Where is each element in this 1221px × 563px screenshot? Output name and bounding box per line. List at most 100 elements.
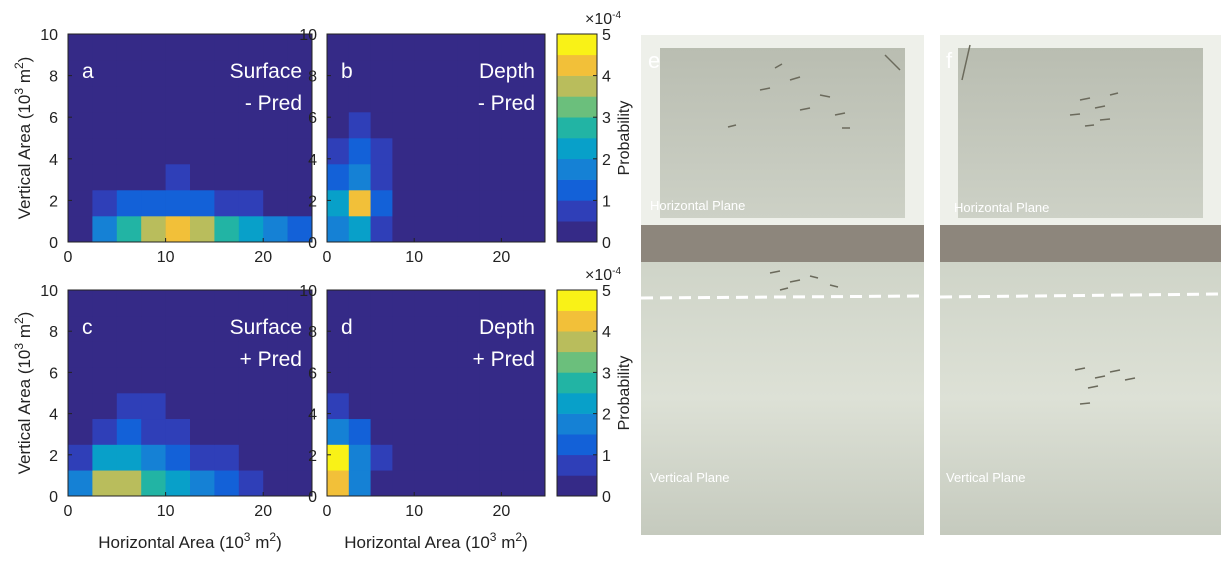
heat-cell <box>68 367 93 394</box>
heat-cell <box>523 418 546 445</box>
heat-cell <box>238 315 264 342</box>
y-tick-label: 10 <box>299 283 317 300</box>
heat-cell <box>414 112 437 139</box>
photo-edge <box>641 225 924 267</box>
heat-cell <box>414 60 437 87</box>
heat-cell <box>392 341 415 368</box>
y-tick-label: 0 <box>308 235 317 252</box>
heat-cell <box>523 138 546 165</box>
heat-cell <box>392 164 415 191</box>
heat-cell <box>392 216 415 243</box>
colorbar-swatch <box>557 54 597 76</box>
colorbar-exponent-power: -4 <box>612 266 621 277</box>
heat-cell <box>287 315 313 342</box>
heat-cell <box>327 341 350 368</box>
heat-cell <box>457 418 480 445</box>
heat-cell <box>92 315 118 342</box>
heat-cell <box>348 367 371 394</box>
x-tick-label: 10 <box>405 249 423 266</box>
x-tick-label: 20 <box>254 249 272 266</box>
heat-cell <box>392 34 415 61</box>
heat-cell <box>190 470 215 497</box>
heat-cell <box>501 112 524 139</box>
heat-cell <box>436 164 459 191</box>
heat-cell <box>523 367 546 394</box>
heat-cell <box>287 34 313 61</box>
heat-cell <box>457 470 480 497</box>
heat-cell <box>263 393 288 420</box>
heat-cell <box>523 34 546 61</box>
heat-cell <box>165 86 191 113</box>
y-tick-label: 8 <box>49 69 58 86</box>
heat-cell <box>523 164 546 191</box>
heat-cell <box>392 470 415 497</box>
photo-wall <box>940 262 1221 535</box>
photo-caption: Horizontal Plane <box>650 198 745 213</box>
heat-cell <box>370 60 393 87</box>
x-axis-label-part: 2 <box>515 530 522 544</box>
heat-cell <box>263 190 288 217</box>
panel-letter: c <box>82 316 93 339</box>
heat-cell <box>414 290 437 317</box>
heat-cell <box>327 418 350 445</box>
colorbar-swatch <box>557 454 597 476</box>
heat-cell <box>238 290 264 317</box>
colorbar-swatch <box>557 351 597 373</box>
heat-cell <box>190 341 215 368</box>
y-axis-label-part: Vertical Area (10 <box>15 95 34 220</box>
heat-cell <box>479 216 502 243</box>
colorbar-label: Probability <box>616 356 633 431</box>
heat-cell <box>165 341 191 368</box>
colorbar-tick-label: 4 <box>602 324 611 341</box>
colorbar-tick-label: 1 <box>602 193 611 210</box>
heat-cell <box>327 444 350 471</box>
heat-cell <box>238 60 264 87</box>
y-tick-label: 6 <box>308 365 317 382</box>
heat-cell <box>327 290 350 317</box>
y-tick-label: 10 <box>40 283 58 300</box>
photo-label: e <box>648 48 660 73</box>
heat-cell <box>238 393 264 420</box>
heat-cell <box>116 86 142 113</box>
heat-cell <box>141 418 166 445</box>
heat-cell <box>263 216 288 243</box>
heat-cell <box>165 190 191 217</box>
heat-cell <box>436 444 459 471</box>
heat-cell <box>190 138 215 165</box>
x-axis-label-part: m <box>496 533 515 552</box>
heat-cell <box>327 315 350 342</box>
colorbar-tick-label: 1 <box>602 448 611 465</box>
heat-cell <box>92 86 118 113</box>
colorbar-exponent: ×10-4 <box>585 10 621 28</box>
heat-cell <box>214 341 240 368</box>
heat-cell <box>287 367 313 394</box>
heat-cell <box>214 290 240 317</box>
heat-cell <box>165 164 191 191</box>
heat-cell <box>523 190 546 217</box>
heat-cell <box>165 418 191 445</box>
heat-cell <box>287 290 313 317</box>
colorbar-swatch <box>557 158 597 180</box>
heat-cell <box>436 290 459 317</box>
heat-cell <box>327 34 350 61</box>
y-axis-label-part: 2 <box>12 317 26 324</box>
heat-cell <box>68 164 93 191</box>
colorbar-swatch <box>557 200 597 222</box>
heat-cell <box>190 60 215 87</box>
x-axis-label-part: 3 <box>490 530 497 544</box>
colorbar-swatch <box>557 413 597 435</box>
heat-cell <box>436 60 459 87</box>
heat-cell <box>165 112 191 139</box>
heat-cell <box>457 86 480 113</box>
heat-cell <box>414 34 437 61</box>
colorbar-swatch <box>557 290 597 311</box>
heat-cell <box>116 393 142 420</box>
heat-cell <box>238 367 264 394</box>
heat-cell <box>214 315 240 342</box>
y-tick-label: 0 <box>49 235 58 252</box>
heat-cell <box>116 444 142 471</box>
heat-cell <box>501 216 524 243</box>
heat-cell <box>116 418 142 445</box>
heat-cell <box>348 86 371 113</box>
colorbar-tick-label: 0 <box>602 489 611 506</box>
